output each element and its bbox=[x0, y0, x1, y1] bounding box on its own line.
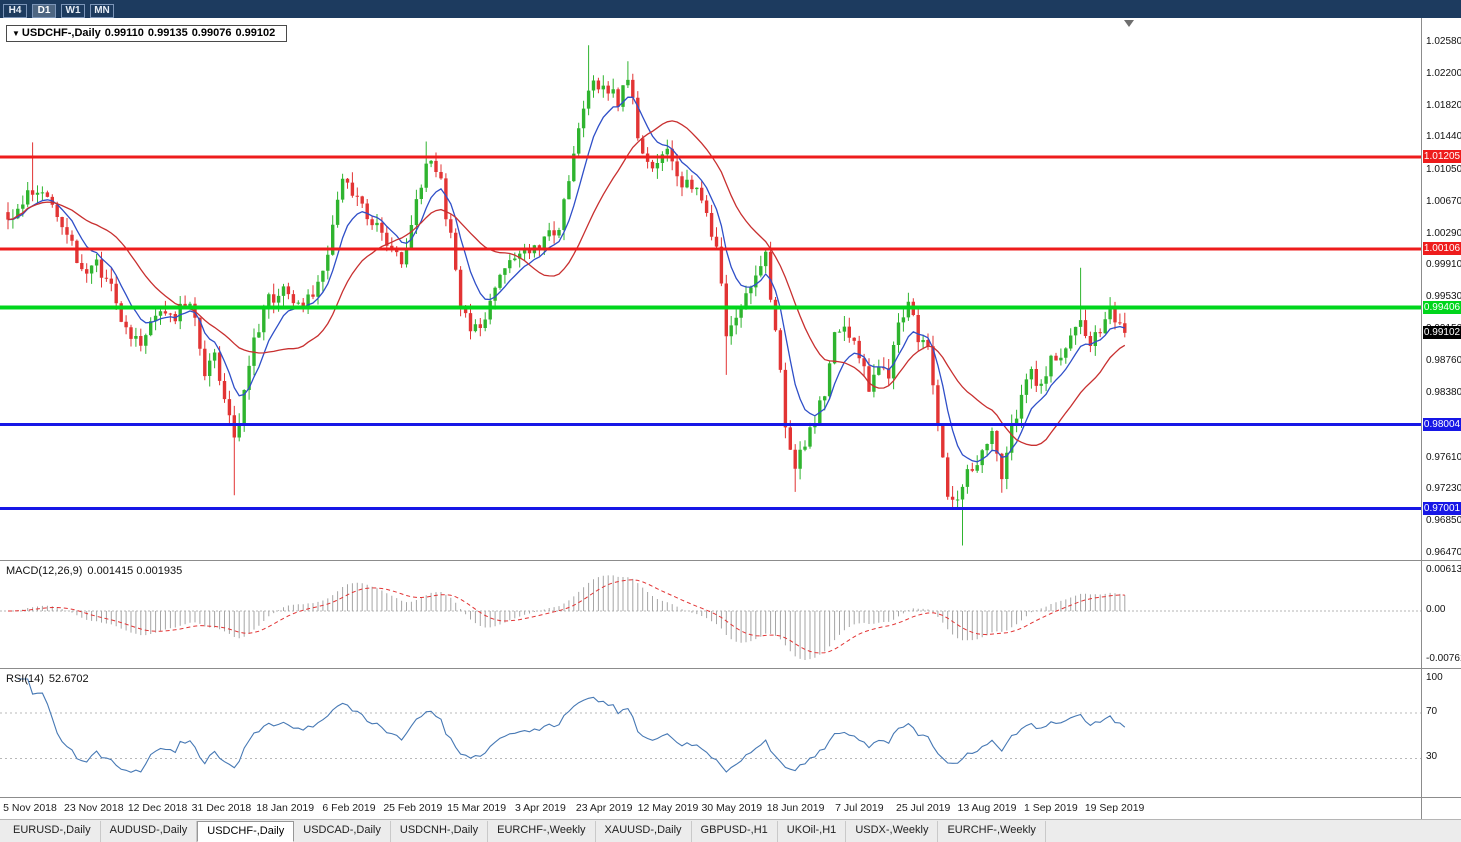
date-label: 19 Sep 2019 bbox=[1084, 802, 1145, 814]
price-tick: 1.00670 bbox=[1426, 195, 1461, 207]
date-label: 12 May 2019 bbox=[637, 802, 699, 814]
ma-slow-line bbox=[7, 120, 1126, 446]
chart-tabs-bar: EURUSD-,Daily AUDUSD-,Daily USDCHF-,Daily U… bbox=[0, 819, 1461, 842]
date-label: 7 Jul 2019 bbox=[835, 802, 884, 814]
macd-indicator-panel: MACD(12,26,9) 0.001415 0.001935 bbox=[0, 560, 1461, 668]
price-tick: 0.98380 bbox=[1426, 387, 1461, 399]
date-label: 15 Mar 2019 bbox=[447, 802, 507, 814]
price-tick: 0.97230 bbox=[1426, 483, 1461, 495]
price-tick: 0.99910 bbox=[1426, 259, 1461, 271]
macd-chart[interactable] bbox=[0, 561, 1421, 668]
timeframe-button-d1[interactable]: D1 bbox=[32, 4, 56, 18]
date-label: 5 Nov 2018 bbox=[3, 802, 57, 814]
date-label: 23 Apr 2019 bbox=[575, 802, 633, 814]
chart-tab-9[interactable]: USDX-,Weekly bbox=[846, 821, 939, 842]
chart-tab-4[interactable]: USDCNH-,Daily bbox=[391, 821, 489, 842]
price-tick: 0.99530 bbox=[1426, 291, 1461, 303]
chart-title: ▼ USDCHF-,Daily 0.99110 0.99135 0.99076 0.991… bbox=[6, 25, 288, 42]
ohlc-open: 0.99110 bbox=[104, 27, 144, 39]
date-label: 31 Dec 2018 bbox=[191, 802, 252, 814]
macd-label: MACD(12,26,9) bbox=[6, 565, 83, 577]
chart-tab-0[interactable]: EURUSD-,Daily bbox=[4, 821, 101, 842]
chart-tab-3[interactable]: USDCAD-,Daily bbox=[294, 821, 391, 842]
date-label: 23 Nov 2018 bbox=[64, 802, 124, 814]
date-label: 25 Jul 2019 bbox=[896, 802, 951, 814]
bull-wicks bbox=[12, 45, 1111, 546]
ohlc-low: 0.99076 bbox=[191, 27, 232, 39]
symbol-dropdown-icon[interactable]: ▼ bbox=[12, 29, 20, 38]
rsi-indicator-panel: RSI(14) 52.6702 bbox=[0, 668, 1461, 797]
bear-bodies bbox=[6, 79, 1127, 500]
price-tick: 1.00290 bbox=[1426, 227, 1461, 239]
macd-axis-tick: 0.00 bbox=[1426, 604, 1446, 615]
rsi-line bbox=[17, 678, 1126, 773]
macd-histogram bbox=[12, 575, 1126, 660]
price-tick: 1.02200 bbox=[1426, 67, 1461, 79]
price-tick: 1.02580 bbox=[1426, 36, 1461, 47]
rsi-axis-tick: 70 bbox=[1426, 705, 1438, 717]
price-tick: 0.96850 bbox=[1426, 515, 1461, 527]
macd-title: MACD(12,26,9) 0.001415 0.001935 bbox=[6, 565, 187, 577]
current-price-label: 0.99102 bbox=[1423, 326, 1461, 340]
rsi-value: 52.6702 bbox=[48, 673, 89, 685]
timeframe-toolbar: H4 D1 W1 MN bbox=[0, 0, 1461, 18]
timeframe-button-mn[interactable]: MN bbox=[90, 4, 114, 18]
timeframe-button-h4[interactable]: H4 bbox=[3, 4, 27, 18]
date-label: 1 Sep 2019 bbox=[1023, 802, 1078, 814]
chart-tab-7[interactable]: GBPUSD-,H1 bbox=[692, 821, 778, 842]
price-tick: 0.98760 bbox=[1426, 355, 1461, 367]
date-label: 12 Dec 2018 bbox=[127, 802, 188, 814]
date-label: 30 May 2019 bbox=[701, 802, 763, 814]
ohlc-close: 0.99102 bbox=[235, 27, 276, 39]
time-axis[interactable]: 5 Nov 2018 23 Nov 2018 12 Dec 2018 31 Dec 2… bbox=[0, 797, 1461, 819]
main-chart[interactable] bbox=[0, 18, 1421, 560]
rsi-title: RSI(14) 52.6702 bbox=[6, 673, 94, 685]
price-tick: 1.01050 bbox=[1426, 163, 1461, 175]
chart-tab-10[interactable]: EURCHF-,Weekly bbox=[938, 821, 1046, 842]
rsi-label: RSI(14) bbox=[6, 673, 44, 685]
macd-signal-line bbox=[8, 579, 1125, 654]
level-price-label: 0.97001 bbox=[1423, 502, 1461, 516]
date-label: 13 Aug 2019 bbox=[957, 802, 1017, 814]
macd-values: 0.001415 0.001935 bbox=[87, 565, 183, 577]
date-label: 6 Feb 2019 bbox=[322, 802, 376, 814]
level-price-label: 0.98004 bbox=[1423, 418, 1461, 432]
ohlc-high: 0.99135 bbox=[147, 27, 188, 39]
ma-fast-line bbox=[7, 96, 1125, 463]
chart-tab-6[interactable]: XAUUSD-,Daily bbox=[596, 821, 692, 842]
price-tick: 1.01440 bbox=[1426, 131, 1461, 143]
price-scale[interactable]: 1.02580 1.02200 1.01820 1.01440 1.01050 1.006… bbox=[1421, 18, 1461, 819]
level-price-label: 1.00106 bbox=[1423, 242, 1461, 256]
chart-tab-5[interactable]: EURCHF-,Weekly bbox=[488, 821, 596, 842]
chart-symbol-period: USDCHF-,Daily bbox=[21, 27, 101, 39]
date-label: 3 Apr 2019 bbox=[514, 802, 566, 814]
level-price-label: 0.99406 bbox=[1423, 300, 1461, 314]
rsi-axis-tick: 30 bbox=[1426, 751, 1438, 763]
level-price-label: 1.01205 bbox=[1423, 150, 1461, 164]
price-tick: 0.96470 bbox=[1426, 546, 1461, 558]
price-tick: 0.97610 bbox=[1426, 451, 1461, 463]
date-label: 25 Feb 2019 bbox=[383, 802, 443, 814]
rsi-chart[interactable] bbox=[0, 669, 1421, 797]
macd-axis-tick: 0.00613 bbox=[1426, 564, 1461, 576]
date-label: 18 Jan 2019 bbox=[256, 802, 315, 814]
main-chart-panel: ▼ USDCHF-,Daily 0.99110 0.99135 0.99076 0.991… bbox=[0, 18, 1461, 560]
rsi-axis-tick: 100 bbox=[1426, 672, 1443, 683]
chart-shift-marker-icon[interactable] bbox=[1124, 20, 1134, 27]
price-tick: 1.01820 bbox=[1426, 99, 1461, 111]
bull-bodies bbox=[11, 79, 1112, 501]
chart-tab-2[interactable]: USDCHF-,Daily bbox=[197, 821, 295, 842]
chart-tab-8[interactable]: UKOil-,H1 bbox=[778, 821, 847, 842]
timeframe-button-w1[interactable]: W1 bbox=[61, 4, 85, 18]
chart-tab-1[interactable]: AUDUSD-,Daily bbox=[101, 821, 198, 842]
date-label: 18 Jun 2019 bbox=[766, 802, 825, 814]
